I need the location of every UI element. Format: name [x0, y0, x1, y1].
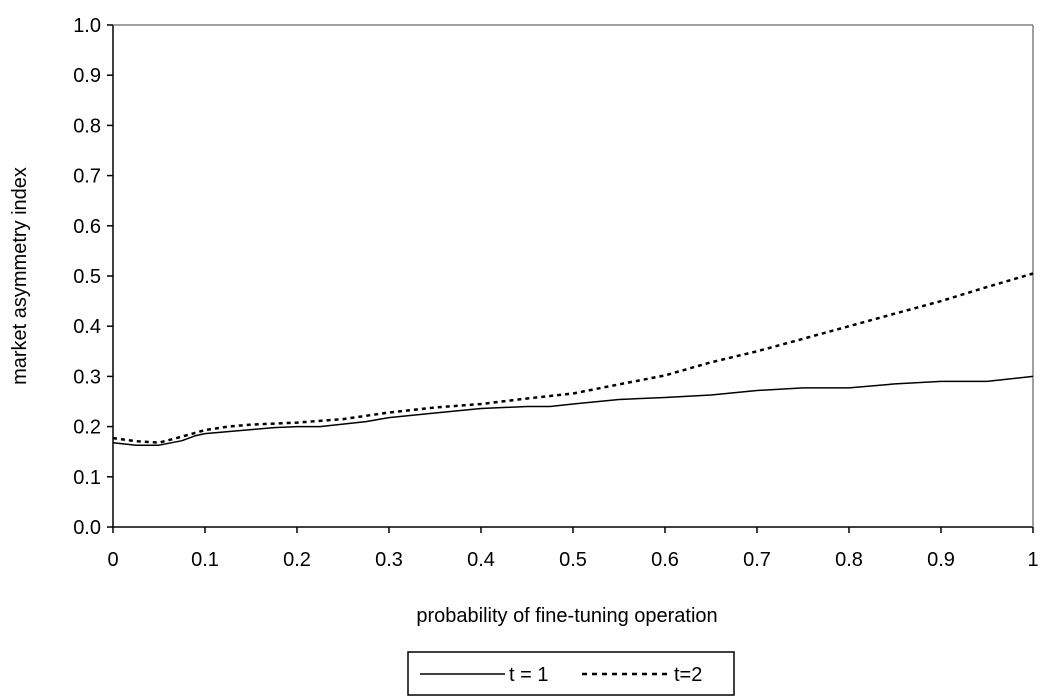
x-axis-ticks: 0 0.1 0.2 0.3 0.4 0.5 0.6 0.7 0.8 0.9 1	[107, 527, 1039, 571]
x-tick-label: 1	[1027, 549, 1038, 571]
x-tick-label: 0.9	[927, 549, 955, 571]
x-tick-label: 0	[107, 549, 118, 571]
y-tick-label: 0.6	[73, 216, 101, 238]
plot-area	[112, 24, 1034, 528]
x-tick-label: 0.5	[559, 549, 587, 571]
y-tick-label: 0.3	[73, 366, 101, 388]
x-tick-label: 0.7	[743, 549, 771, 571]
x-tick-label: 0.1	[191, 549, 219, 571]
legend: t = 1 t=2	[407, 651, 735, 696]
x-tick-label: 0.2	[283, 549, 311, 571]
y-tick-label: 0.8	[73, 115, 101, 137]
y-tick-label: 0.4	[73, 316, 101, 338]
y-tick-label: 0.2	[73, 417, 101, 439]
y-tick-label: 1.0	[73, 15, 101, 37]
x-axis-title: probability of fine-tuning operation	[416, 605, 717, 627]
legend-label-t2: t=2	[674, 664, 702, 686]
series-line-1	[112, 375, 1034, 446]
y-tick-label: 0.0	[73, 517, 101, 539]
x-tick-label: 0.6	[651, 549, 679, 571]
y-axis-title: market asymmetry index	[9, 167, 31, 385]
series-line-2	[112, 272, 1034, 444]
y-tick-label: 0.5	[73, 266, 101, 288]
y-tick-label: 0.1	[73, 467, 101, 489]
y-tick-label: 0.7	[73, 166, 101, 188]
legend-label-t1: t = 1	[509, 664, 548, 686]
series-layer	[112, 272, 1034, 446]
x-tick-label: 0.8	[835, 549, 863, 571]
y-tick-label: 0.9	[73, 65, 101, 87]
y-axis-ticks: 0.0 0.1 0.2 0.3 0.4 0.5 0.6 0.7 0.8 0.9 1.0	[73, 15, 113, 539]
x-tick-label: 0.3	[375, 549, 403, 571]
x-tick-label: 0.4	[467, 549, 495, 571]
